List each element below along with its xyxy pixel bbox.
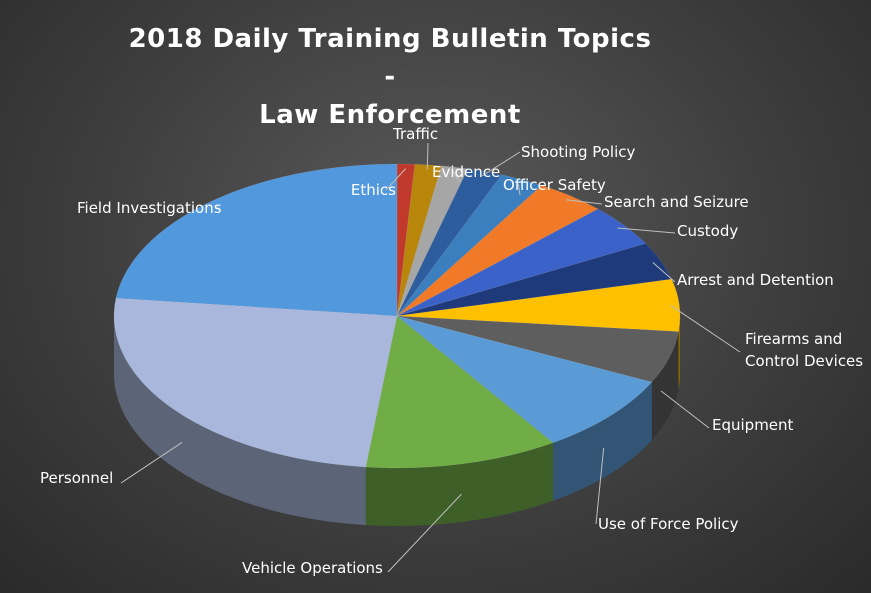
chart-title-line2: Law Enforcement <box>259 100 521 130</box>
slice-label-officer-safety: Officer Safety <box>503 176 606 194</box>
slice-label-line: Equipment <box>712 416 794 434</box>
slice-label-shooting-policy: Shooting Policy <box>521 143 635 161</box>
pie-slice-field-investigations <box>115 163 398 317</box>
slice-label-line: Custody <box>677 222 738 240</box>
leader-line-firearms-and-control-devices <box>670 305 741 353</box>
leader-line-field-investigations <box>214 205 221 210</box>
slice-label-line: Search and Seizure <box>604 193 749 211</box>
pie-slice-personnel <box>113 297 398 468</box>
pie-slice-vehicle-operations <box>365 315 554 469</box>
slice-label-line: Arrest and Detention <box>677 271 834 289</box>
slice-label-line: Officer Safety <box>503 176 606 194</box>
slice-label-line: Ethics <box>351 181 396 199</box>
slice-label-line: Field Investigations <box>77 199 222 217</box>
pie-slice-shooting-policy <box>396 168 503 317</box>
slice-label-line: Traffic <box>392 125 438 143</box>
leader-line-vehicle-operations <box>387 493 462 573</box>
slice-label-ethics: Ethics <box>351 181 396 199</box>
pie-slice-officer-safety <box>396 174 543 317</box>
slice-label-field-investigations: Field Investigations <box>77 199 222 217</box>
slice-label-vehicle-operations: Vehicle Operations <box>242 559 383 577</box>
pie-labels: Ethics Traffic Evidence Shooting Policy Offi… <box>40 125 863 577</box>
leader-line-shooting-policy <box>481 151 521 177</box>
slice-label-line: Control Devices <box>745 352 863 370</box>
chart-title: 2018 Daily Training Bulletin Topics - La… <box>120 20 660 134</box>
leader-line-traffic <box>426 142 429 170</box>
leader-line-equipment <box>660 390 710 429</box>
slice-label-firearms-and-control-devices: Firearms and Control Devices <box>745 330 863 370</box>
leader-line-use-of-force-policy <box>595 447 605 525</box>
slice-label-line: Personnel <box>40 469 113 487</box>
leader-line-personnel <box>120 442 183 484</box>
slice-label-line: Use of Force Policy <box>598 515 739 533</box>
slice-label-use-of-force-policy: Use of Force Policy <box>598 515 739 533</box>
pie-slice-ethics <box>396 163 416 317</box>
slice-label-line: Firearms and <box>745 330 842 348</box>
pie-side-use-of-force-policy <box>553 382 652 501</box>
leader-line-officer-safety <box>517 183 521 196</box>
chart-title-line1: 2018 Daily Training Bulletin Topics - <box>128 24 652 92</box>
slice-label-line: Evidence <box>432 163 500 181</box>
pie-slice-custody <box>396 208 647 317</box>
slice-label-personnel: Personnel <box>40 469 113 487</box>
pie-side-vehicle-operations <box>365 442 554 526</box>
pie-side-personnel <box>114 316 366 526</box>
slice-label-search-and-seizure: Search and Seizure <box>604 193 749 211</box>
slice-label-evidence: Evidence <box>432 163 500 181</box>
slice-label-arrest-and-detention: Arrest and Detention <box>677 271 834 289</box>
pie-slice-evidence <box>396 165 469 317</box>
slice-label-traffic: Traffic <box>392 125 438 143</box>
leader-line-custody <box>617 227 676 234</box>
leader-line-ethics <box>385 168 407 191</box>
pie-side-equipment <box>651 331 679 441</box>
slice-label-custody: Custody <box>677 222 738 240</box>
slice-label-line: Vehicle Operations <box>242 559 383 577</box>
pie-slice-search-and-seizure <box>396 185 599 317</box>
pie-tops <box>113 163 681 469</box>
slice-label-line: Shooting Policy <box>521 143 635 161</box>
pie-slice-traffic <box>396 164 442 317</box>
leader-line-arrest-and-detention <box>652 262 676 283</box>
slice-label-equipment: Equipment <box>712 416 794 434</box>
leader-line-evidence <box>452 171 461 183</box>
pie-sides <box>114 316 680 526</box>
pie-side-firearms-and-control-devices <box>678 316 680 390</box>
pie-slice-use-of-force-policy <box>396 315 653 444</box>
leader-line-search-and-seizure <box>565 199 603 205</box>
pie-leader-lines <box>120 142 741 573</box>
pie-slice-equipment <box>396 315 679 383</box>
